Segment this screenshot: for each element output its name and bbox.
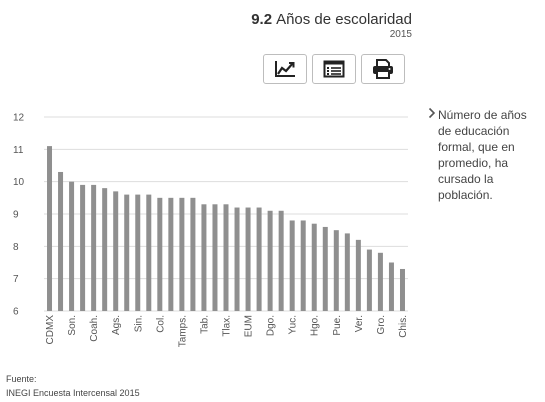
source-text: INEGI Encuesta Intercensal 2015 [6,388,140,398]
bar [102,188,108,311]
source-block: Fuente: INEGI Encuesta Intercensal 2015 [6,372,140,400]
source-label: Fuente: [6,374,37,384]
x-tick-label: Ags. [111,315,122,335]
indicator-title: Años de escolaridad [276,11,412,28]
bar [322,226,328,311]
bar [289,220,295,311]
bar [223,204,229,311]
bar-chart: 6 7 8 9 10 11 12 CDMX Son. Coah. Ags. Sin. Col. Tamps… [13,113,409,348]
chart-view-button[interactable] [263,54,307,84]
note-text: Número de años de educación formal, que … [438,108,527,202]
bar [355,239,361,311]
x-tick-label: Hgo. [310,315,321,336]
chart-header: 9.2 Años de escolaridad 2015 [230,11,412,40]
printer-icon [373,59,393,79]
x-tick-label: Gro. [376,315,387,334]
bar [179,197,185,311]
y-tick-label: 8 [13,242,19,253]
bar [388,262,394,311]
bar [234,207,240,311]
view-toolbar [263,54,405,84]
x-tick-label: Col. [155,315,166,333]
bar [256,207,262,311]
x-tick-label: Sin. [133,315,144,332]
bar [135,194,141,311]
table-list-icon [323,60,345,78]
x-tick-label: Ver. [354,315,365,332]
bar [278,210,284,311]
indicator-number: 9.2 [251,11,273,28]
bar [157,197,163,311]
bar [168,197,174,311]
chart-title: 9.2 Años de escolaridad [230,11,412,28]
bar [91,184,97,311]
bar [47,146,53,311]
chevron-right-icon [428,107,436,119]
bar [344,233,350,311]
x-tick-label: CDMX [45,315,56,345]
bar [113,191,119,311]
bar [212,204,218,311]
bar [300,220,306,311]
y-tick-label: 7 [13,274,19,285]
bar [245,207,251,311]
line-chart-icon [275,61,295,77]
y-tick-label: 6 [13,307,19,318]
y-tick-label: 11 [13,145,24,156]
x-tick-label: Yuc. [288,315,299,334]
y-tick-label: 12 [13,113,25,124]
x-tick-label: Son. [67,315,78,336]
bar [190,197,196,311]
x-tick-label: Coah. [89,315,100,342]
bar [80,184,86,311]
bar [366,249,372,311]
chart-year: 2015 [389,29,412,40]
bar [124,194,130,311]
x-tick-label: Chis. [398,315,409,338]
bar [58,171,64,311]
bar [267,210,273,311]
print-button[interactable] [361,54,405,84]
bar [146,194,152,311]
indicator-note: Número de años de educación formal, que … [428,107,540,203]
bar [333,230,339,311]
x-tick-label: Tlax. [222,315,233,337]
x-tick-label: Dgo. [266,315,277,336]
y-tick-label: 10 [13,177,25,188]
bar [201,204,207,311]
x-tick-label: EUM [244,315,255,337]
bar [377,252,383,311]
x-tick-label: Pue. [332,315,343,336]
bar [311,223,317,311]
bar [69,181,75,311]
x-tick-label: Tab. [199,315,210,334]
x-tick-label: Tamps. [177,315,188,347]
bar [399,268,405,311]
y-tick-label: 9 [13,210,19,221]
table-view-button[interactable] [312,54,356,84]
